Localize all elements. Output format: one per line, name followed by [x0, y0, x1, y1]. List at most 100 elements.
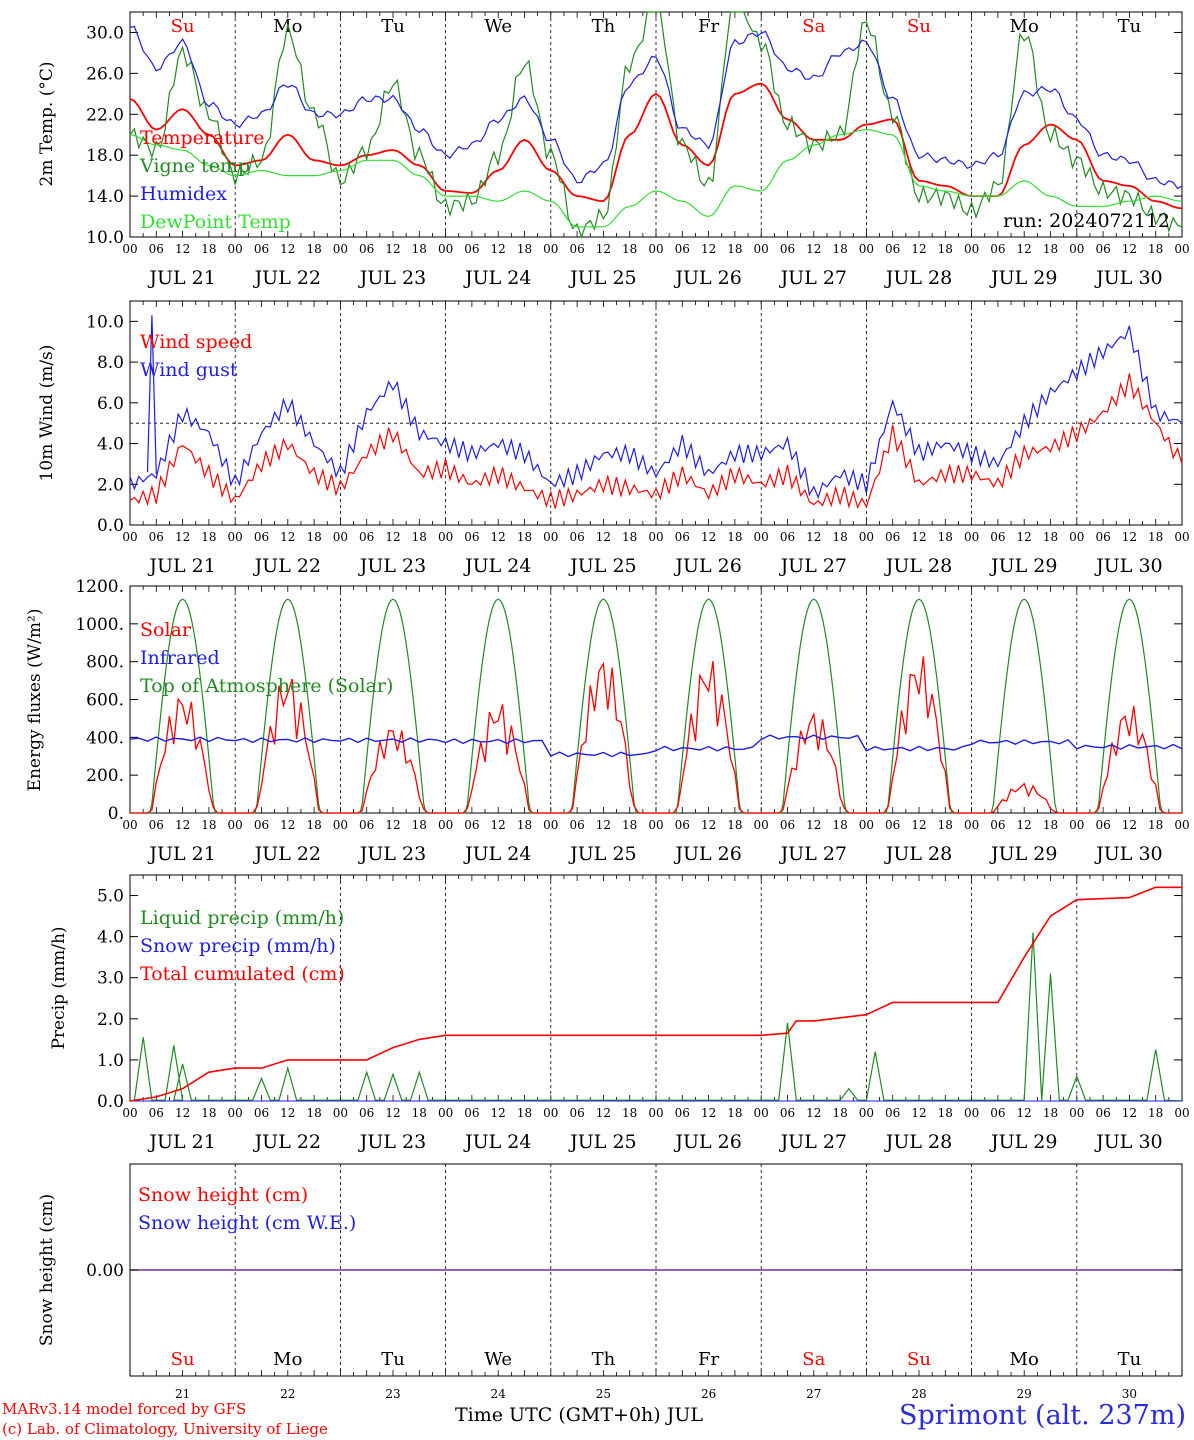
- day-abbrev: Tu: [381, 1349, 405, 1370]
- date-label: JUL 24: [463, 1131, 531, 1153]
- hour-label: 00: [1174, 1106, 1189, 1120]
- series-wind-speed: [129, 373, 1183, 510]
- hour-label: 12: [491, 530, 506, 544]
- hour-label: 18: [306, 530, 321, 544]
- date-label: JUL 23: [358, 267, 426, 289]
- date-label: JUL 23: [358, 843, 426, 865]
- hour-label: 00: [964, 530, 979, 544]
- date-label: JUL 26: [673, 1131, 741, 1153]
- toa-solar-day: [1076, 598, 1182, 814]
- hour-label: 12: [596, 818, 611, 832]
- hour-label: 06: [675, 530, 690, 544]
- hour-label: 18: [727, 530, 742, 544]
- date-label: JUL 22: [253, 1131, 321, 1153]
- y-tick-label: 1.0: [97, 1051, 124, 1071]
- hour-label: 00: [1069, 530, 1084, 544]
- hour-label: 00: [438, 818, 453, 832]
- toa-solar-day: [235, 598, 341, 814]
- hour-label: 06: [990, 1106, 1005, 1120]
- hour-label: 18: [938, 818, 953, 832]
- day-abbrev: Su: [171, 16, 195, 37]
- day-abbrev: Mo: [273, 1349, 302, 1370]
- hour-label: 18: [306, 242, 321, 256]
- hour-label: 06: [885, 530, 900, 544]
- x-axis-title: Time UTC (GMT+0h) JUL: [455, 1404, 703, 1426]
- hour-label: 18: [412, 530, 427, 544]
- legend-entry: Wind speed: [140, 331, 252, 353]
- day-number: 22: [280, 1387, 295, 1401]
- station-name: Sprimont (alt. 237m): [899, 1400, 1186, 1431]
- hour-label: 12: [701, 1106, 716, 1120]
- day-abbrev: Fr: [698, 16, 719, 37]
- hour-label: 00: [859, 242, 874, 256]
- hour-label: 18: [832, 530, 847, 544]
- date-label: JUL 28: [884, 555, 952, 577]
- hour-label: 00: [333, 242, 348, 256]
- date-label: JUL 22: [253, 267, 321, 289]
- hour-label: 00: [543, 1106, 558, 1120]
- y-tick-label: 0.0: [97, 1092, 124, 1112]
- legend-entry: Liquid precip (mm/h): [140, 907, 344, 929]
- legend-entry: Temperature: [140, 127, 264, 149]
- hour-label: 12: [806, 242, 821, 256]
- hour-label: 12: [1017, 242, 1032, 256]
- y-tick-label: 14.0: [86, 187, 124, 207]
- hour-label: 00: [859, 818, 874, 832]
- hour-label: 00: [543, 818, 558, 832]
- date-label: JUL 21: [147, 843, 215, 865]
- y-tick-label: 30.0: [86, 23, 124, 43]
- legend-entry: Wind gust: [140, 359, 238, 381]
- hour-label: 00: [648, 530, 663, 544]
- day-abbrev: Sa: [802, 16, 825, 37]
- hour-label: 00: [543, 242, 558, 256]
- hour-label: 18: [938, 242, 953, 256]
- hour-label: 12: [385, 530, 400, 544]
- hour-label: 00: [648, 1106, 663, 1120]
- legend-entry: DewPoint Temp: [140, 211, 291, 233]
- hour-label: 12: [911, 242, 926, 256]
- hour-label: 00: [438, 1106, 453, 1120]
- hour-label: 06: [359, 242, 374, 256]
- toa-solar-day: [761, 598, 867, 814]
- y-tick-label: 6.0: [97, 394, 124, 414]
- date-label: JUL 25: [568, 1131, 636, 1153]
- hour-label: 18: [832, 1106, 847, 1120]
- date-label: JUL 27: [779, 555, 847, 577]
- series-liquid-precip: [129, 932, 1183, 1102]
- day-number: 28: [911, 1387, 926, 1401]
- y-tick-label: 4.0: [97, 435, 124, 455]
- y-axis-label: Precip (mm/h): [49, 926, 69, 1049]
- date-label: JUL 30: [1094, 1131, 1162, 1153]
- hour-label: 12: [701, 530, 716, 544]
- hour-label: 12: [175, 242, 190, 256]
- day-abbrev: Sa: [802, 1349, 825, 1370]
- y-axis-label: 10m Wind (m/s): [37, 345, 57, 482]
- date-label: JUL 23: [358, 555, 426, 577]
- day-abbrev: Th: [592, 16, 616, 37]
- hour-label: 12: [491, 1106, 506, 1120]
- hour-label: 06: [569, 1106, 584, 1120]
- hour-label: 00: [964, 818, 979, 832]
- solar-day: [130, 697, 236, 814]
- day-abbrev: Fr: [698, 1349, 719, 1370]
- hour-label: 12: [911, 530, 926, 544]
- hour-label: 12: [701, 242, 716, 256]
- hour-label: 18: [306, 1106, 321, 1120]
- legend-entry: Snow precip (mm/h): [140, 935, 336, 957]
- hour-label: 18: [412, 1106, 427, 1120]
- toa-solar-day: [866, 598, 972, 814]
- hour-label: 06: [254, 1106, 269, 1120]
- hour-label: 12: [491, 242, 506, 256]
- hour-label: 12: [1122, 818, 1137, 832]
- y-axis-label: 2m Temp. (°C): [37, 61, 57, 186]
- hour-label: 12: [1017, 1106, 1032, 1120]
- hour-label: 12: [596, 1106, 611, 1120]
- legend-entry: Total cumulated (cm): [140, 963, 345, 985]
- hour-label: 12: [1122, 1106, 1137, 1120]
- day-abbrev: Su: [171, 1349, 195, 1370]
- date-label: JUL 27: [779, 267, 847, 289]
- model-credit: MARv3.14 model forced by GFS: [2, 1400, 247, 1418]
- solar-day: [656, 661, 762, 814]
- hour-label: 12: [1122, 242, 1137, 256]
- date-label: JUL 29: [989, 1131, 1057, 1153]
